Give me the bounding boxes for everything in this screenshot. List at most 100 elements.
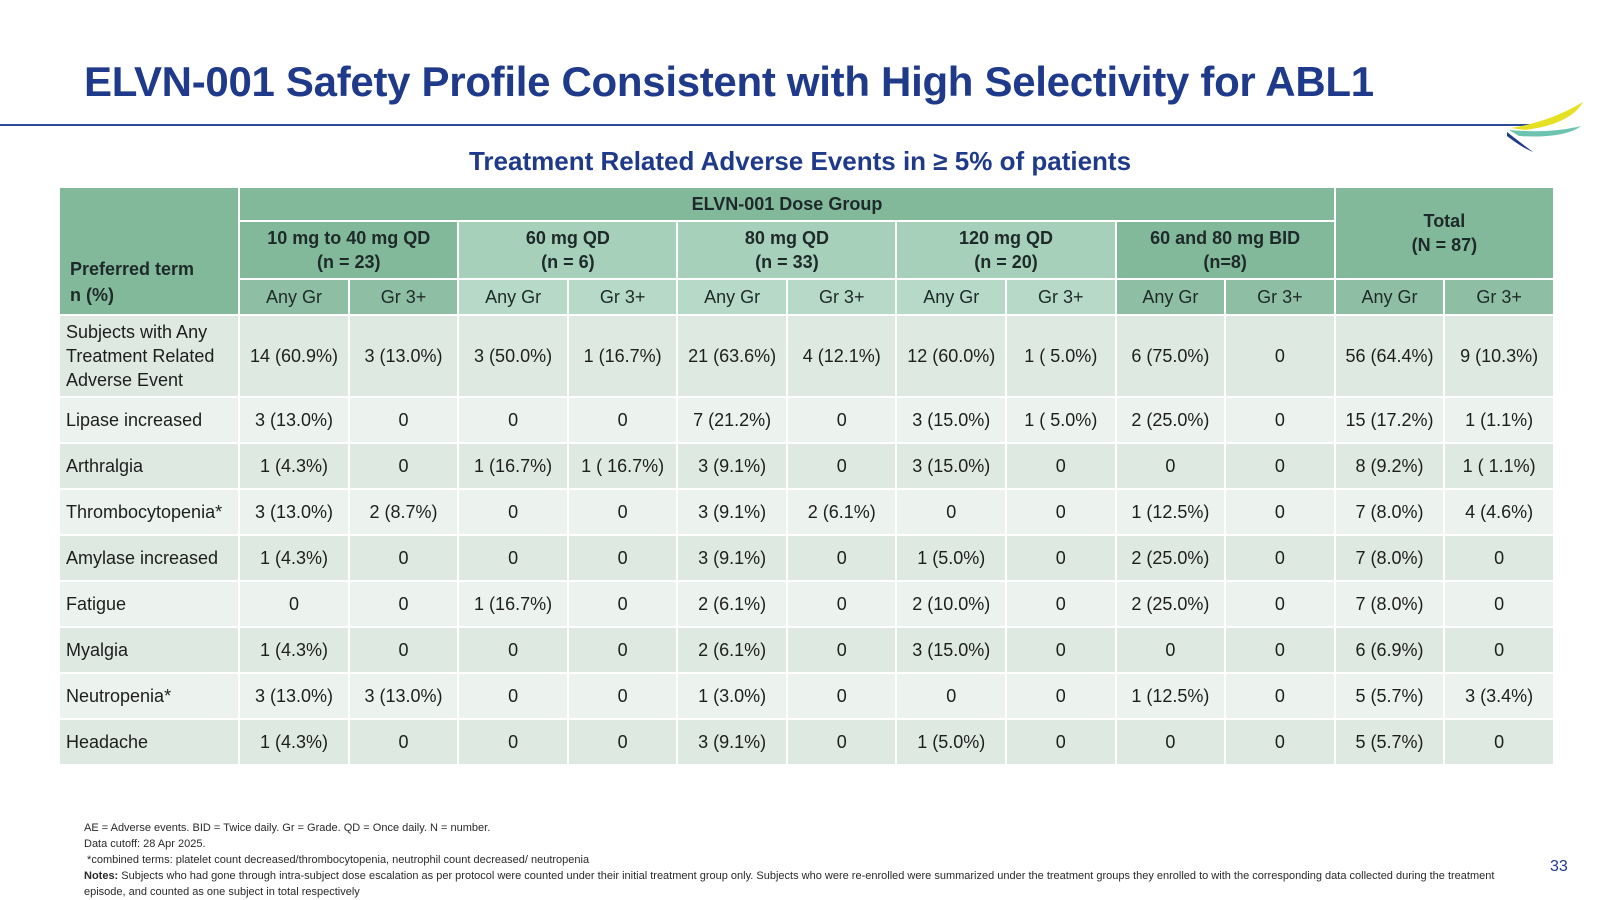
value-cell: 1 (12.5%): [1114, 672, 1227, 720]
value-cell: 0: [1005, 534, 1117, 582]
value-cell: 1 (16.7%): [457, 442, 569, 490]
any-grade-header: Any Gr: [238, 278, 350, 316]
preferred-term-cell: Myalgia: [57, 626, 241, 674]
footnote-notes: Notes: Subjects who had gone through int…: [84, 868, 1524, 900]
value-cell: 4 (12.1%): [785, 314, 898, 398]
value-cell: 7 (8.0%): [1333, 534, 1446, 582]
value-cell: 0: [566, 718, 679, 766]
table-row: Headache 1 (4.3%) 0 0 0 3 (9.1%) 0 1 (5.0%) 0 0 0 5…: [57, 718, 1555, 766]
value-cell: 0: [1114, 442, 1227, 490]
value-cell: 2 (25.0%): [1114, 534, 1227, 582]
value-cell: 0: [1005, 672, 1117, 720]
term-line: Thrombocytopenia*: [66, 502, 223, 522]
value-cell: 1 (4.3%): [238, 534, 350, 582]
value-cell: 0: [895, 488, 1008, 536]
group-dose: 120 mg QD: [959, 228, 1054, 248]
value-cell: 0: [1224, 534, 1336, 582]
value-cell: 0: [1005, 488, 1117, 536]
term-line: Lipase increased: [66, 410, 203, 430]
value-cell: 0: [566, 626, 679, 674]
notes-label: Notes:: [84, 870, 119, 882]
total-header: Total (N = 87): [1333, 186, 1556, 280]
term-line: Myalgia: [66, 640, 129, 660]
value-cell: 3 (9.1%): [676, 488, 788, 536]
value-cell: 0: [457, 718, 569, 766]
value-cell: 1 ( 16.7%): [566, 442, 679, 490]
term-line: Headache: [66, 732, 149, 752]
group-dose: 60 mg QD: [525, 228, 610, 248]
value-cell: 0: [1224, 718, 1336, 766]
value-cell: 0: [1224, 314, 1336, 398]
value-cell: 0: [1224, 396, 1336, 444]
value-cell: 2 (6.1%): [676, 626, 788, 674]
value-cell: 2 (25.0%): [1114, 580, 1227, 628]
value-cell: 0: [347, 442, 460, 490]
value-cell: 3 (15.0%): [895, 626, 1008, 674]
grade3-header: Gr 3+: [1224, 278, 1336, 316]
preferred-term-header: Preferred term n (%): [57, 186, 241, 316]
value-cell: 9 (10.3%): [1443, 314, 1555, 398]
table-subtitle: Treatment Related Adverse Events in ≥ 5%…: [468, 146, 1132, 176]
company-logo-icon: [1507, 102, 1583, 152]
footnotes: AE = Adverse events. BID = Twice daily. …: [84, 820, 1524, 900]
group-header: 120 mg QD (n = 20): [895, 220, 1117, 280]
value-cell: 0: [347, 534, 460, 582]
value-cell: 0: [347, 580, 460, 628]
value-cell: 0: [785, 626, 898, 674]
value-cell: 1 (16.7%): [566, 314, 679, 398]
grade3-header: Gr 3+: [1443, 278, 1555, 316]
group-n: (n = 6): [541, 252, 595, 272]
value-cell: 2 (25.0%): [1114, 396, 1227, 444]
value-cell: 4 (4.6%): [1443, 488, 1555, 536]
value-cell: 3 (13.0%): [238, 396, 350, 444]
table-row: Arthralgia 1 (4.3%) 0 1 (16.7%) 1 ( 16.7%) 3 …: [57, 442, 1555, 490]
value-cell: 0: [785, 672, 898, 720]
preferred-term-label: Preferred term: [70, 259, 195, 279]
value-cell: 0: [1443, 580, 1555, 628]
term-line: Subjects with Any: [66, 322, 208, 342]
value-cell: 14 (60.9%): [238, 314, 350, 398]
value-cell: 7 (8.0%): [1333, 488, 1446, 536]
value-cell: 0: [1224, 580, 1336, 628]
value-cell: 2 (6.1%): [676, 580, 788, 628]
value-cell: 0: [457, 534, 569, 582]
page-title: ELVN-001 Safety Profile Consistent with …: [84, 58, 1374, 105]
adverse-events-table: Preferred term n (%) ELVN-001 Dose Group…: [57, 186, 1556, 766]
group-dose: 80 mg QD: [744, 228, 829, 248]
value-cell: 3 (13.0%): [347, 314, 460, 398]
value-cell: 0: [785, 718, 898, 766]
group-header: 60 mg QD (n = 6): [457, 220, 679, 280]
any-grade-header: Any Gr: [457, 278, 569, 316]
value-cell: 7 (8.0%): [1333, 580, 1446, 628]
value-cell: 3 (9.1%): [676, 718, 788, 766]
value-cell: 3 (50.0%): [457, 314, 569, 398]
value-cell: 0: [1005, 718, 1117, 766]
value-cell: 0: [1443, 718, 1555, 766]
table-row: Neutropenia* 3 (13.0%) 3 (13.0%) 0 0 1 (3.0%)…: [57, 672, 1555, 720]
term-line: Neutropenia*: [66, 686, 172, 706]
group-n: (n = 33): [755, 252, 819, 272]
value-cell: 3 (9.1%): [676, 534, 788, 582]
value-cell: 2 (10.0%): [895, 580, 1008, 628]
value-cell: 0: [566, 488, 679, 536]
value-cell: 0: [566, 580, 679, 628]
value-cell: 0: [1005, 626, 1117, 674]
value-cell: 0: [566, 672, 679, 720]
value-cell: 3 (15.0%): [895, 396, 1008, 444]
value-cell: 0: [1005, 442, 1117, 490]
preferred-term-cell: Amylase increased: [57, 534, 241, 582]
any-grade-header: Any Gr: [676, 278, 788, 316]
footnote-combined-terms: *combined terms: platelet count decrease…: [84, 854, 590, 866]
value-cell: 1 (5.0%): [895, 718, 1008, 766]
group-dose: 60 and 80 mg BID: [1150, 228, 1301, 248]
value-cell: 56 (64.4%): [1333, 314, 1446, 398]
value-cell: 0: [1443, 534, 1555, 582]
value-cell: 3 (13.0%): [347, 672, 460, 720]
value-cell: 15 (17.2%): [1333, 396, 1446, 444]
value-cell: 5 (5.7%): [1333, 672, 1446, 720]
notes-text: Subjects who had gone through intra-subj…: [84, 870, 1495, 898]
value-cell: 6 (6.9%): [1333, 626, 1446, 674]
value-cell: 0: [1443, 626, 1555, 674]
value-cell: 7 (21.2%): [676, 396, 788, 444]
value-cell: 2 (8.7%): [347, 488, 460, 536]
